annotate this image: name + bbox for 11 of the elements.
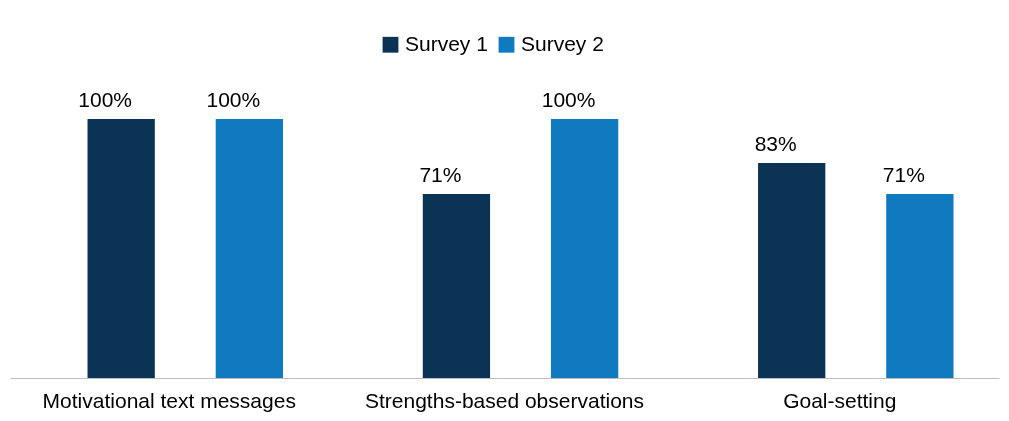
- data-label: 100%: [78, 88, 133, 111]
- data-label: 83%: [754, 132, 797, 156]
- x-tick-label: Strengths-based observations: [365, 388, 644, 412]
- data-label: 71%: [419, 163, 462, 187]
- legend-label: Survey 2: [521, 31, 604, 55]
- x-tick-label: Motivational text messages: [42, 388, 296, 412]
- data-label: 100%: [541, 88, 596, 111]
- data-label: 100%: [206, 88, 261, 111]
- legend-label: Survey 1: [405, 31, 488, 55]
- data-label: 71%: [882, 163, 925, 187]
- x-tick-label: Goal-setting: [783, 388, 897, 412]
